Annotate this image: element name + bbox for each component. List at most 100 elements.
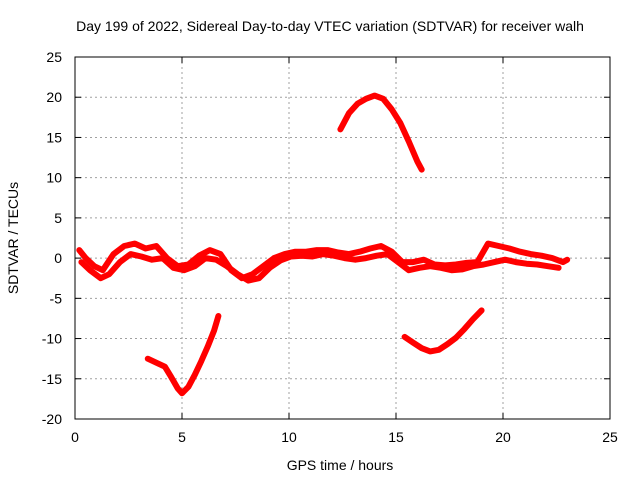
data-point bbox=[179, 390, 185, 396]
data-point bbox=[342, 255, 348, 261]
data-point bbox=[111, 251, 116, 257]
data-point bbox=[325, 247, 330, 253]
data-point bbox=[153, 360, 159, 366]
data-point bbox=[170, 265, 176, 271]
data-point bbox=[117, 259, 123, 265]
data-point bbox=[337, 126, 343, 132]
data-point bbox=[106, 271, 112, 277]
data-point bbox=[427, 348, 433, 354]
data-point bbox=[414, 159, 420, 165]
data-point bbox=[528, 251, 534, 257]
data-point bbox=[83, 255, 89, 261]
data-point bbox=[496, 243, 502, 249]
data-point bbox=[560, 259, 566, 265]
data-point bbox=[534, 262, 540, 267]
data-point bbox=[397, 120, 403, 126]
data-point bbox=[198, 358, 204, 364]
data-point bbox=[462, 326, 467, 332]
data-point bbox=[218, 251, 223, 257]
data-point bbox=[380, 96, 386, 102]
data-point bbox=[185, 384, 191, 390]
data-point bbox=[78, 259, 84, 265]
data-point bbox=[402, 334, 408, 340]
data-point bbox=[378, 243, 384, 249]
data-point bbox=[98, 275, 104, 281]
data-point bbox=[406, 267, 412, 273]
data-point bbox=[288, 254, 294, 259]
data-point bbox=[427, 263, 433, 269]
data-point bbox=[539, 253, 544, 259]
y-tick-label: 5 bbox=[54, 210, 62, 226]
y-axis-ticks: -20 -15 -10 -5 0 5 10 15 20 25 bbox=[42, 49, 610, 427]
data-point bbox=[406, 139, 412, 144]
data-point bbox=[271, 255, 277, 261]
data-point bbox=[138, 254, 144, 259]
data-series bbox=[76, 92, 571, 397]
data-point bbox=[192, 372, 198, 378]
data-point bbox=[245, 278, 251, 284]
data-point bbox=[453, 262, 459, 267]
x-tick-label: 10 bbox=[281, 429, 297, 445]
data-point bbox=[320, 251, 326, 257]
y-tick-label: -10 bbox=[42, 331, 62, 347]
data-point bbox=[181, 267, 187, 273]
data-point bbox=[213, 257, 219, 263]
x-axis-ticks: 0 5 10 15 20 25 bbox=[71, 57, 618, 445]
data-point bbox=[502, 257, 508, 263]
series-arc-positive bbox=[337, 92, 425, 173]
data-point bbox=[367, 246, 373, 251]
data-point bbox=[506, 246, 512, 251]
data-point bbox=[168, 374, 174, 380]
data-point bbox=[384, 251, 390, 257]
data-point bbox=[76, 247, 82, 253]
x-tick-label: 15 bbox=[388, 429, 404, 445]
x-tick-label: 25 bbox=[602, 429, 618, 445]
data-point bbox=[215, 313, 221, 319]
data-point bbox=[410, 340, 416, 346]
data-point bbox=[132, 241, 138, 247]
data-point bbox=[464, 260, 470, 266]
data-point bbox=[145, 356, 151, 362]
x-tick-label: 5 bbox=[178, 429, 186, 445]
data-point bbox=[395, 259, 401, 265]
data-point bbox=[267, 265, 273, 271]
data-point bbox=[121, 243, 127, 249]
y-tick-label: 25 bbox=[46, 49, 62, 65]
data-point bbox=[355, 101, 360, 107]
data-point bbox=[143, 246, 149, 251]
data-point bbox=[162, 364, 168, 370]
data-point bbox=[363, 96, 369, 102]
data-point bbox=[250, 271, 256, 277]
data-point bbox=[153, 243, 159, 249]
data-point bbox=[419, 345, 425, 351]
y-tick-label: -15 bbox=[42, 371, 62, 387]
series-arc-negative-left bbox=[144, 313, 222, 397]
data-point bbox=[357, 249, 363, 255]
data-point bbox=[91, 263, 97, 269]
data-point bbox=[192, 263, 198, 269]
x-tick-label: 20 bbox=[495, 429, 511, 445]
data-point bbox=[277, 258, 283, 263]
data-point bbox=[513, 259, 519, 265]
data-point bbox=[346, 251, 352, 257]
data-point bbox=[224, 263, 230, 269]
y-axis-label: SDTVAR / TECUs bbox=[5, 182, 21, 294]
data-point bbox=[470, 316, 476, 322]
data-point bbox=[292, 249, 298, 255]
data-point bbox=[374, 253, 380, 259]
x-axis-label: GPS time / hours bbox=[287, 457, 394, 473]
y-tick-label: 20 bbox=[46, 89, 62, 105]
data-point bbox=[235, 271, 241, 277]
data-point bbox=[417, 265, 422, 271]
data-point bbox=[352, 257, 358, 263]
plot-border bbox=[74, 56, 611, 420]
data-point bbox=[517, 249, 523, 255]
series-main-band-lower bbox=[78, 251, 562, 284]
data-point bbox=[346, 110, 352, 116]
data-point bbox=[372, 93, 378, 99]
data-point bbox=[438, 265, 444, 271]
data-point bbox=[479, 307, 485, 313]
data-point bbox=[160, 255, 166, 261]
data-point bbox=[444, 341, 450, 347]
data-point bbox=[491, 259, 497, 265]
